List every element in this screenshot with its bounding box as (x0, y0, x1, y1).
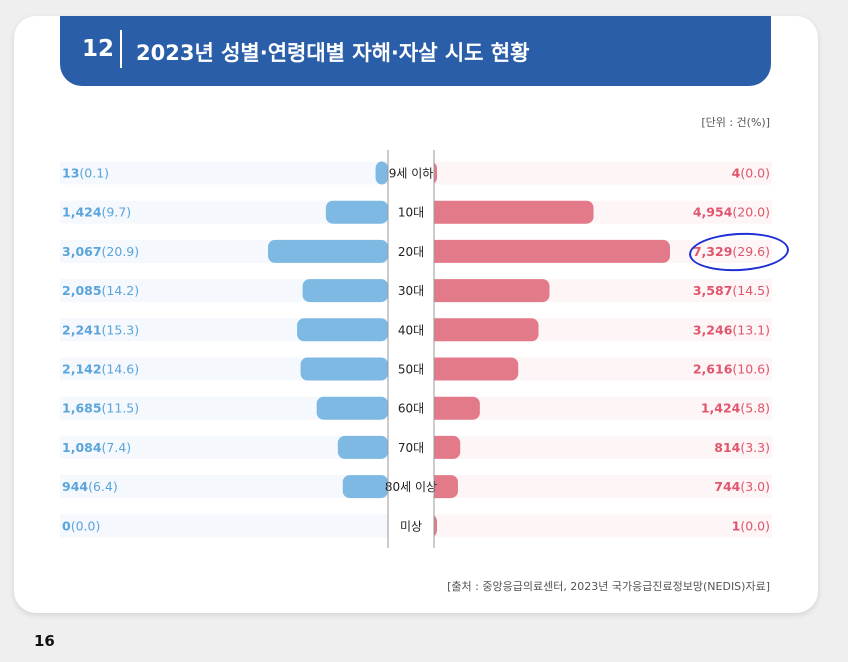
row-background-right (434, 435, 772, 459)
left-value-label: 2,085(14.2) (62, 283, 139, 298)
category-label-box (388, 510, 434, 542)
category-label-box (388, 196, 434, 228)
category-label: 10대 (398, 206, 424, 220)
row-background-right (434, 396, 772, 420)
left-value-label: 1,685(11.5) (62, 401, 139, 416)
bar-left (325, 200, 388, 224)
bar-left (297, 318, 388, 342)
left-value-label: 1,424(9.7) (62, 205, 131, 220)
right-value-label: 4(0.0) (732, 166, 770, 181)
bar-left (300, 357, 388, 381)
category-label-box (388, 275, 434, 307)
left-value-label: 0(0.0) (62, 518, 100, 533)
row-background-left (60, 161, 388, 185)
left-value-label: 3,067(20.9) (62, 244, 139, 259)
row-background-left (60, 475, 388, 499)
bar-left (337, 435, 388, 459)
row-background-left (60, 435, 388, 459)
bar-left (375, 161, 388, 185)
category-label-box (388, 235, 434, 267)
row-background-right (434, 475, 772, 499)
left-value-label: 13(0.1) (62, 166, 109, 181)
bar-right (424, 357, 519, 381)
category-label-box (388, 431, 434, 463)
category-label: 60대 (398, 402, 424, 416)
category-label-box (388, 314, 434, 346)
right-value-label: 3,587(14.5) (693, 283, 770, 298)
row-background-right (434, 161, 772, 185)
row-background-right (434, 357, 772, 381)
bar-right (424, 239, 670, 263)
left-value-label: 1,084(7.4) (62, 440, 131, 455)
category-label: 30대 (398, 284, 424, 298)
right-value-label: 2,616(10.6) (693, 362, 770, 377)
category-label: 미상 (400, 519, 422, 533)
category-label: 40대 (398, 323, 424, 337)
category-label-box (388, 392, 434, 424)
bar-right (424, 200, 594, 224)
category-label-box (388, 157, 434, 189)
bar-left (316, 396, 388, 420)
left-value-label: 2,241(15.3) (62, 322, 139, 337)
right-value-label: 1(0.0) (732, 518, 770, 533)
category-label: 80세 이상 (385, 480, 437, 494)
chart-title: 2023년 성별·연령대별 자해·자살 시도 현황 (136, 41, 530, 65)
title-divider (120, 30, 122, 68)
unit-label: [단위 : 건(%)] (701, 116, 770, 129)
bar-left (302, 279, 388, 303)
category-label: 70대 (398, 441, 424, 455)
bar-right (424, 396, 480, 420)
right-value-label: 7,329(29.6) (693, 244, 770, 259)
right-value-label: 3,246(13.1) (693, 322, 770, 337)
category-label: 20대 (398, 245, 424, 259)
right-value-label: 814(3.3) (714, 440, 770, 455)
right-value-label: 744(3.0) (714, 479, 770, 494)
bar-left (268, 239, 388, 263)
right-value-label: 1,424(5.8) (701, 401, 770, 416)
row-background-right (434, 514, 772, 538)
chart-number: 12 (82, 36, 115, 62)
page-number: 16 (34, 632, 55, 650)
category-label: 9세 이하 (389, 167, 434, 181)
source-label: [출처 : 중앙응급의료센터, 2023년 국가응급진료정보망(NEDIS)자료… (447, 580, 770, 593)
left-value-label: 944(6.4) (62, 479, 118, 494)
right-value-label: 4,954(20.0) (693, 205, 770, 220)
category-label-box (388, 353, 434, 385)
row-background-left (60, 200, 388, 224)
bar-right (424, 279, 550, 303)
title-banner: 12 2023년 성별·연령대별 자해·자살 시도 현황 (60, 16, 771, 86)
row-background-left (60, 396, 388, 420)
bar-right (424, 318, 539, 342)
row-background-left (60, 514, 388, 538)
left-value-label: 2,142(14.6) (62, 362, 139, 377)
category-label-box (388, 471, 434, 503)
category-label: 50대 (398, 363, 424, 377)
bar-left (342, 475, 388, 499)
